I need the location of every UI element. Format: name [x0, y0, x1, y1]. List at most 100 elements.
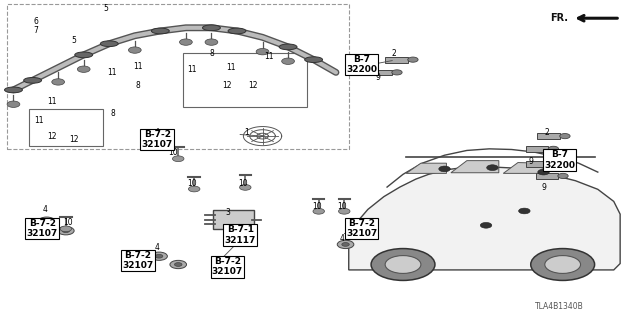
- Text: B-7
32200: B-7 32200: [346, 55, 377, 74]
- Text: 11: 11: [133, 61, 143, 70]
- Circle shape: [175, 263, 182, 266]
- Circle shape: [7, 101, 20, 108]
- Text: 4: 4: [155, 128, 159, 137]
- Ellipse shape: [202, 25, 220, 31]
- Circle shape: [205, 39, 218, 45]
- Circle shape: [129, 47, 141, 53]
- Text: 11: 11: [226, 63, 236, 72]
- Text: 10: 10: [312, 202, 322, 211]
- Circle shape: [480, 222, 492, 228]
- Bar: [369, 69, 392, 75]
- Text: B-7-2
32107: B-7-2 32107: [122, 251, 154, 270]
- Circle shape: [313, 208, 324, 214]
- Circle shape: [548, 161, 559, 166]
- Polygon shape: [451, 161, 499, 173]
- Ellipse shape: [305, 57, 323, 62]
- Circle shape: [151, 135, 168, 143]
- Circle shape: [342, 243, 349, 246]
- Text: 11: 11: [108, 68, 117, 77]
- Text: 4: 4: [155, 243, 159, 252]
- Polygon shape: [349, 167, 620, 270]
- Circle shape: [282, 58, 294, 64]
- Circle shape: [156, 254, 163, 258]
- Ellipse shape: [75, 52, 93, 58]
- Text: 9: 9: [541, 183, 546, 192]
- Text: 10: 10: [63, 218, 72, 227]
- Text: 7: 7: [33, 27, 38, 36]
- Circle shape: [170, 260, 186, 269]
- Text: B-7-2
32107: B-7-2 32107: [212, 257, 243, 276]
- Text: B-7-2
32107: B-7-2 32107: [141, 130, 173, 149]
- Circle shape: [339, 208, 350, 214]
- Circle shape: [77, 66, 90, 72]
- Text: 2: 2: [391, 49, 396, 58]
- Circle shape: [239, 185, 251, 190]
- Text: 5: 5: [104, 4, 109, 13]
- Text: 10: 10: [188, 180, 197, 188]
- Text: 8: 8: [136, 81, 140, 90]
- Bar: [29, 109, 103, 146]
- Text: 2: 2: [545, 128, 549, 137]
- Circle shape: [43, 219, 51, 223]
- Text: 8: 8: [110, 109, 115, 118]
- Ellipse shape: [4, 87, 22, 93]
- Circle shape: [188, 186, 200, 192]
- Circle shape: [558, 173, 568, 179]
- Circle shape: [408, 57, 418, 62]
- Circle shape: [371, 249, 435, 280]
- Text: 12: 12: [223, 81, 232, 90]
- Text: 9: 9: [375, 73, 380, 82]
- Ellipse shape: [228, 28, 246, 34]
- Ellipse shape: [24, 77, 42, 83]
- Text: B-7-2
32107: B-7-2 32107: [27, 219, 58, 238]
- Bar: [7, 4, 349, 149]
- Text: 5: 5: [72, 36, 77, 45]
- Circle shape: [58, 227, 74, 235]
- Text: B-7
32200: B-7 32200: [544, 150, 575, 170]
- Circle shape: [179, 39, 192, 45]
- Text: 4: 4: [340, 234, 345, 243]
- Text: 4: 4: [43, 205, 48, 214]
- Bar: [536, 173, 558, 179]
- Text: 12: 12: [69, 135, 79, 144]
- Bar: [526, 146, 548, 152]
- Circle shape: [560, 133, 570, 139]
- Text: 8: 8: [209, 49, 214, 58]
- Text: B-7-1
32117: B-7-1 32117: [225, 225, 256, 244]
- Text: 10: 10: [168, 148, 178, 156]
- Circle shape: [545, 256, 580, 273]
- Text: 10: 10: [337, 202, 347, 211]
- Polygon shape: [406, 163, 447, 173]
- Text: 11: 11: [264, 52, 274, 61]
- Circle shape: [60, 226, 72, 232]
- Circle shape: [38, 217, 55, 225]
- Circle shape: [548, 146, 559, 151]
- Text: 10: 10: [239, 180, 248, 188]
- Text: 3: 3: [225, 208, 230, 217]
- Ellipse shape: [279, 44, 297, 50]
- Circle shape: [486, 165, 498, 171]
- Bar: [182, 53, 307, 108]
- Text: 9: 9: [528, 157, 533, 166]
- Ellipse shape: [100, 41, 118, 47]
- Text: 11: 11: [35, 116, 44, 125]
- Circle shape: [385, 256, 421, 273]
- Circle shape: [392, 70, 402, 75]
- Text: 6: 6: [33, 17, 38, 26]
- Circle shape: [151, 252, 168, 260]
- Text: 12: 12: [47, 132, 56, 140]
- Bar: [385, 57, 408, 62]
- Text: 11: 11: [47, 97, 56, 106]
- Circle shape: [337, 240, 354, 249]
- Circle shape: [173, 156, 184, 162]
- Circle shape: [531, 249, 595, 280]
- Text: 11: 11: [188, 65, 197, 74]
- Text: FR.: FR.: [550, 13, 568, 23]
- FancyBboxPatch shape: [212, 210, 253, 229]
- Text: B-7-2
32107: B-7-2 32107: [346, 219, 377, 238]
- Text: 12: 12: [248, 81, 258, 90]
- Text: 1: 1: [244, 128, 249, 137]
- Circle shape: [439, 166, 451, 172]
- Ellipse shape: [152, 28, 170, 34]
- Circle shape: [52, 79, 65, 85]
